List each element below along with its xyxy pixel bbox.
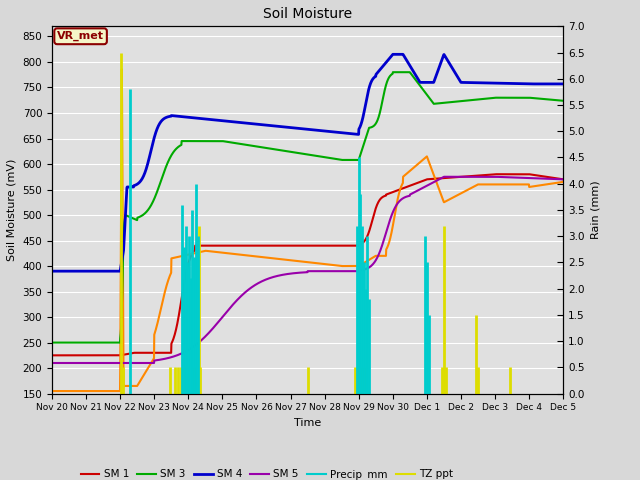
Y-axis label: Rain (mm): Rain (mm) — [590, 180, 600, 239]
Y-axis label: Soil Moisture (mV): Soil Moisture (mV) — [7, 159, 17, 261]
Title: Soil Moisture: Soil Moisture — [263, 7, 352, 21]
Text: VR_met: VR_met — [57, 31, 104, 41]
Legend: SM 1, SM 2, SM 3, SM 4, SM 5, Precip_mm, TZ ppt: SM 1, SM 2, SM 3, SM 4, SM 5, Precip_mm,… — [76, 465, 457, 480]
X-axis label: Time: Time — [294, 418, 321, 428]
